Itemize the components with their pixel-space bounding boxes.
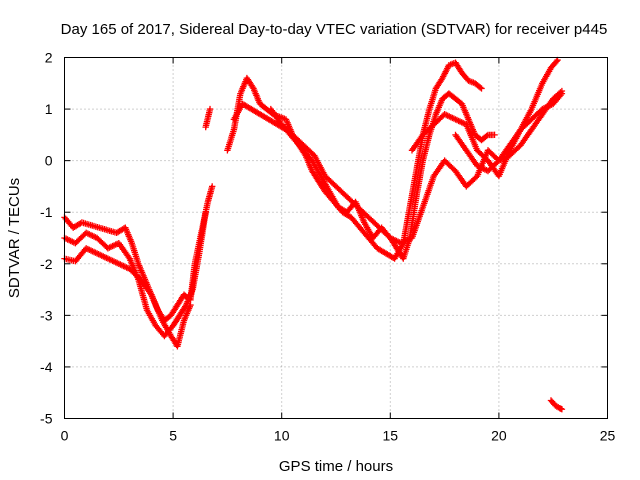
x-tick-label: 5 bbox=[169, 428, 177, 444]
x-axis-label: GPS time / hours bbox=[279, 458, 393, 475]
series-9 bbox=[452, 87, 566, 175]
series-markers bbox=[202, 105, 214, 131]
y-tick-label: -1 bbox=[40, 204, 53, 220]
x-tick-label: 25 bbox=[600, 428, 616, 444]
series-4 bbox=[202, 105, 214, 131]
x-tick-label: 20 bbox=[491, 428, 507, 444]
y-tick-label: -3 bbox=[40, 307, 53, 323]
x-tick-label: 15 bbox=[383, 428, 399, 444]
grid-lines bbox=[64, 57, 608, 419]
y-tick-label: -2 bbox=[40, 256, 53, 272]
series-markers bbox=[408, 56, 561, 180]
series-10 bbox=[547, 397, 566, 413]
plot-frame bbox=[64, 57, 608, 419]
x-tick-label: 10 bbox=[274, 428, 290, 444]
series-markers bbox=[547, 397, 566, 413]
y-axis-label: SDTVAR / TECUs bbox=[6, 178, 23, 298]
series-markers bbox=[452, 87, 566, 175]
y-tick-label: -5 bbox=[40, 411, 53, 427]
y-tick-label: 2 bbox=[45, 50, 53, 66]
y-tick-label: 1 bbox=[45, 101, 53, 117]
y-tick-label: -4 bbox=[40, 359, 53, 375]
x-tick-label: 0 bbox=[61, 428, 69, 444]
series-8 bbox=[408, 56, 561, 180]
chart-title: Day 165 of 2017, Sidereal Day-to-day VTE… bbox=[61, 21, 608, 38]
axis-ticks: 0 5 10 15 20 25 -5 -4 -3 -2 -1 0 1 2 bbox=[40, 50, 615, 444]
y-tick-label: 0 bbox=[45, 153, 53, 169]
data-marks bbox=[61, 56, 566, 413]
